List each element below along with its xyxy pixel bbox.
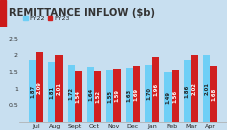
- Text: 1.49: 1.49: [165, 91, 170, 104]
- Text: 1.87: 1.87: [30, 84, 35, 98]
- Text: 1.54: 1.54: [75, 90, 80, 103]
- Bar: [132, 66, 139, 122]
- Bar: [48, 62, 55, 122]
- Bar: [0, 0, 6, 27]
- Text: REMITTANCE INFLOW ($b): REMITTANCE INFLOW ($b): [9, 8, 154, 18]
- Bar: [29, 60, 36, 122]
- Text: 2.02: 2.02: [191, 82, 196, 95]
- Bar: [36, 52, 43, 122]
- Bar: [125, 68, 132, 122]
- Bar: [67, 65, 74, 122]
- Text: 1.59: 1.59: [114, 89, 119, 102]
- Text: 1.64: 1.64: [88, 88, 93, 101]
- Text: 2.01: 2.01: [203, 82, 208, 95]
- Bar: [86, 67, 94, 122]
- Bar: [190, 55, 197, 122]
- Bar: [183, 60, 190, 122]
- Bar: [164, 72, 171, 122]
- Bar: [94, 71, 101, 122]
- Text: 1.52: 1.52: [95, 90, 100, 103]
- Bar: [202, 55, 209, 122]
- Text: 1.70: 1.70: [146, 87, 151, 100]
- Text: 1.56: 1.56: [172, 90, 177, 103]
- Text: 1.86: 1.86: [184, 84, 189, 98]
- Bar: [74, 71, 81, 122]
- Text: 1.72: 1.72: [68, 87, 73, 100]
- Text: 2.01: 2.01: [56, 82, 61, 95]
- Bar: [55, 55, 62, 122]
- Text: 2.09: 2.09: [37, 81, 42, 94]
- Bar: [144, 65, 151, 122]
- Text: 1.81: 1.81: [49, 85, 54, 99]
- Text: 1.55: 1.55: [107, 90, 112, 103]
- Text: 1.68: 1.68: [210, 87, 215, 101]
- Text: 1.63: 1.63: [126, 88, 131, 102]
- Legend: FY22, FY23: FY22, FY23: [22, 15, 70, 21]
- Text: 1.69: 1.69: [133, 87, 138, 100]
- Bar: [171, 70, 178, 122]
- Bar: [113, 69, 120, 122]
- Bar: [106, 70, 113, 122]
- Bar: [209, 66, 217, 122]
- Text: 1.96: 1.96: [153, 83, 158, 96]
- Bar: [151, 57, 159, 122]
